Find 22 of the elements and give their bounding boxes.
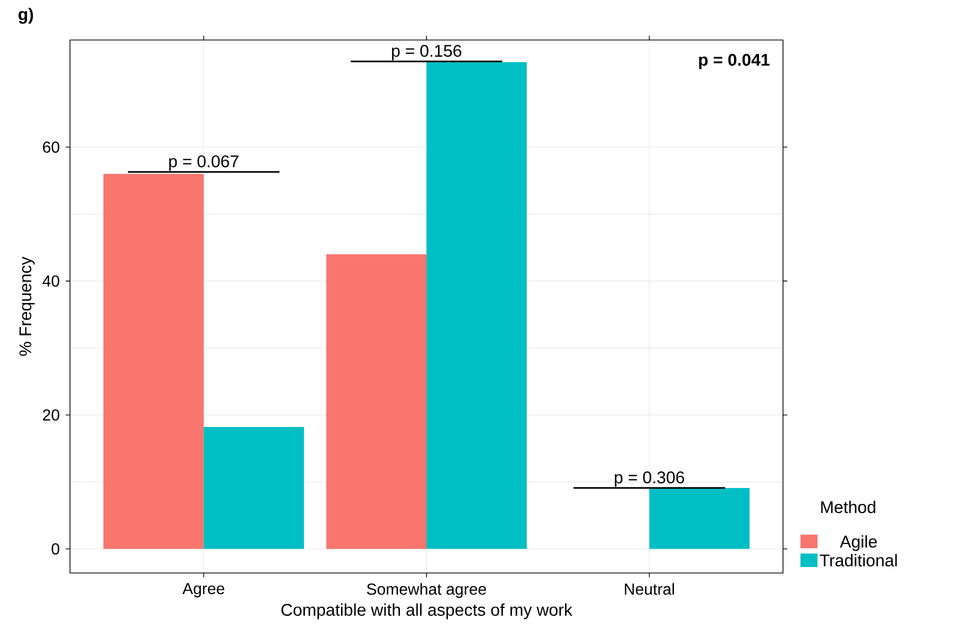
annotation: p = 0.156 xyxy=(392,44,462,60)
bar xyxy=(103,174,204,549)
annotation: p = 0.041 xyxy=(699,54,770,70)
x-axis-title: Compatible with all aspects of my work xyxy=(281,603,572,620)
y-tick-label: 0 xyxy=(52,543,60,555)
x-tick-label: Agree xyxy=(182,583,224,598)
legend-title: Method xyxy=(821,500,876,514)
bar xyxy=(326,254,427,549)
y-tick-label: 20 xyxy=(42,409,60,421)
y-tick-label: 40 xyxy=(42,275,60,287)
chart-title: g) xyxy=(18,8,33,24)
bar xyxy=(426,62,527,549)
bar xyxy=(649,488,750,549)
legend-label: Agile xyxy=(840,535,877,551)
legend-label: Traditional xyxy=(820,554,897,566)
x-tick-label: Somewhat agree xyxy=(366,583,486,598)
annotation: p = 0.067 xyxy=(169,155,238,171)
y-tick-label: 60 xyxy=(42,141,60,153)
bar xyxy=(204,427,304,549)
x-tick-label: Neutral xyxy=(624,583,674,595)
y-axis-title: % Frequency xyxy=(19,256,35,356)
annotation: p = 0.306 xyxy=(614,471,684,487)
